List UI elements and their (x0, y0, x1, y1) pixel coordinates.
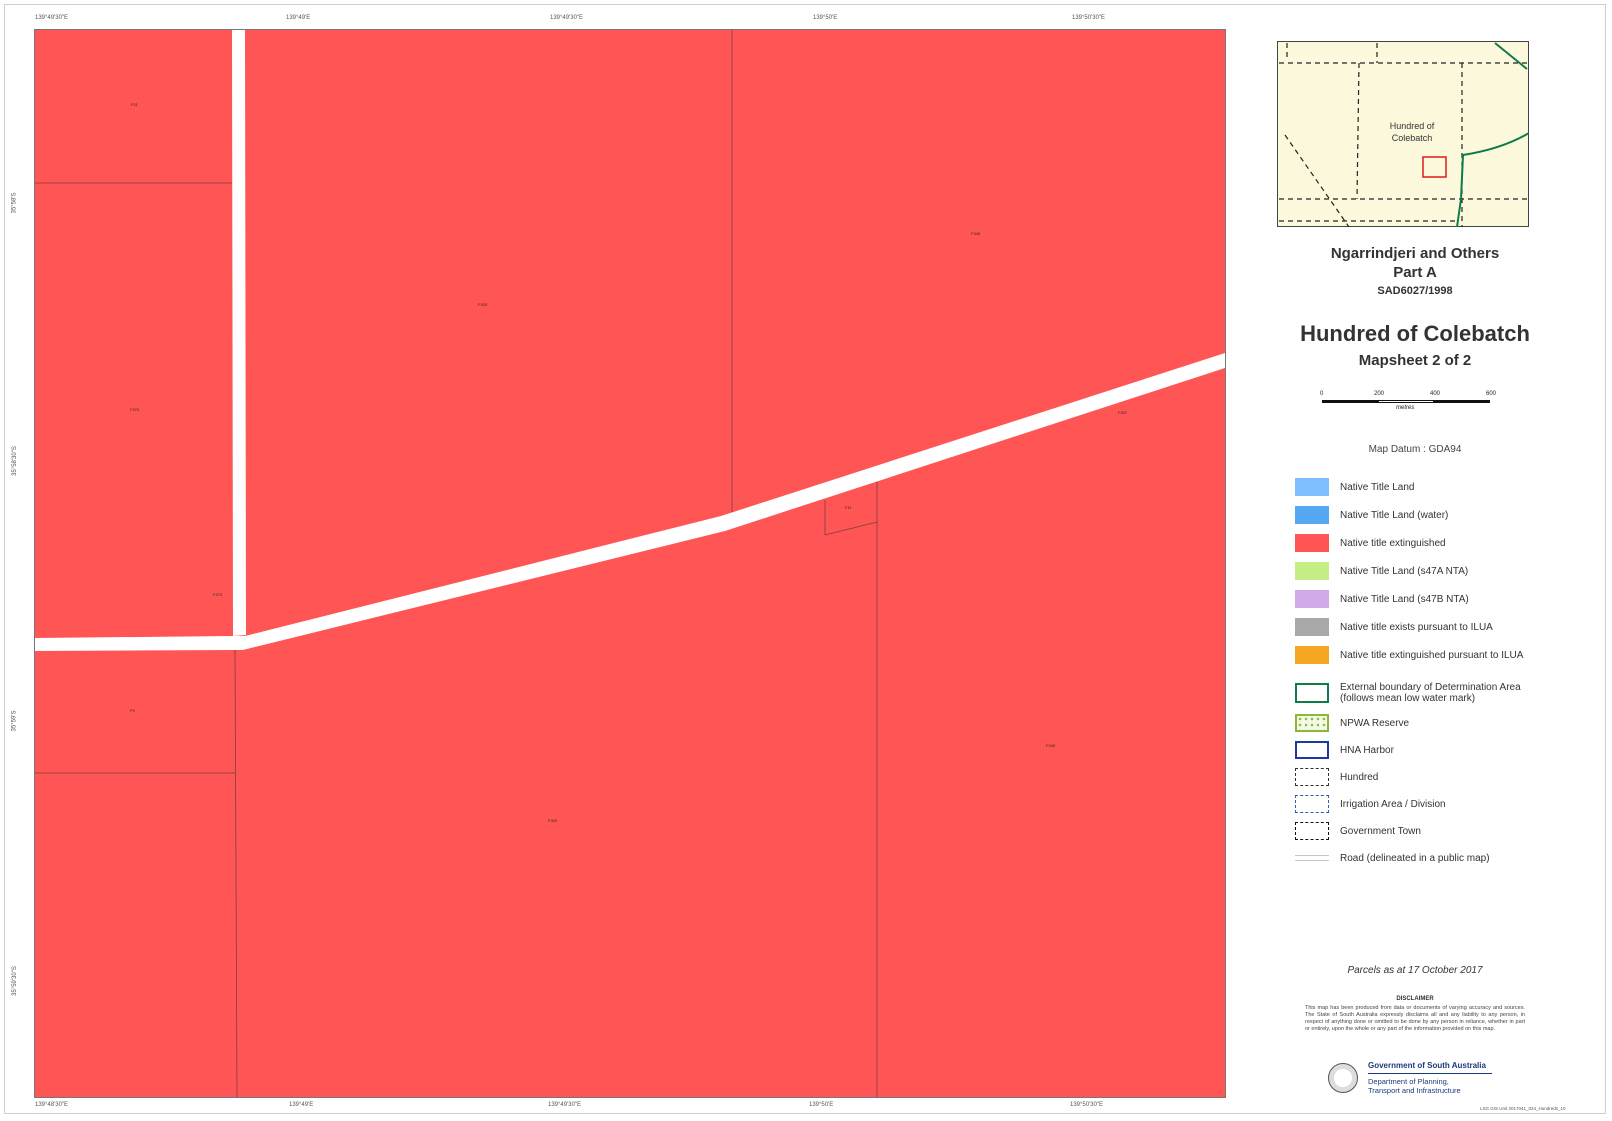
swatch-road (1295, 855, 1329, 861)
map-datum: Map Datum : GDA94 (1368, 444, 1462, 455)
legend-s47a: Native Title Land (s47A NTA) (1295, 561, 1468, 581)
parcels-date: Parcels as at 17 October 2017 (1347, 965, 1483, 976)
parcel-label: F21 (131, 102, 138, 107)
parcel-label: F373 (213, 592, 223, 597)
coat-of-arms-icon (1328, 1063, 1358, 1093)
swatch-npwa-reserve (1295, 714, 1329, 732)
swatch-native-title-water (1295, 506, 1329, 524)
map-frame (4, 4, 1606, 1114)
coord-top-3: 139°49'30"E (550, 15, 584, 21)
main-map[interactable]: F21 F303 F345 F373 F347 F373 F11 F9 F346… (34, 29, 1226, 1098)
inset-label-line2: Colebatch (1391, 133, 1433, 143)
mapsheet-title: Mapsheet 2 of 2 (1358, 352, 1472, 369)
swatch-extinguished-ilua (1295, 646, 1329, 664)
scale-tick: 600 (1486, 391, 1497, 397)
swatch-external-boundary (1295, 683, 1329, 703)
parcel-boundary (824, 521, 878, 536)
swatch-hundred (1295, 768, 1329, 786)
legend-extinguished-ilua: Native title extinguished pursuant to IL… (1295, 645, 1523, 665)
legend-panel: Hundred of Colebatch Ngarrindjeri and Ot… (1250, 29, 1580, 1109)
road-north-south (232, 30, 246, 636)
coord-top-1: 139°49'30"E (35, 15, 69, 21)
government-logo: Government of South Australia Department… (1328, 1059, 1528, 1101)
gov-name: Government of South Australia (1368, 1061, 1486, 1070)
legend-hna-harbor: HNA Harbor (1295, 740, 1394, 760)
legend-npwa-reserve: NPWA Reserve (1295, 713, 1409, 733)
coord-left-2: 35°58'30"S (11, 446, 18, 476)
disclaimer-heading: DISCLAIMER (1396, 996, 1434, 1002)
swatch-native-title-land (1295, 478, 1329, 496)
parcel-label: F11 (845, 505, 852, 510)
legend-external-boundary: External boundary of Determination Area … (1295, 681, 1521, 705)
scale-tick: 0 (1320, 391, 1324, 397)
swatch-exists-ilua (1295, 618, 1329, 636)
scale-tick: 400 (1430, 391, 1441, 397)
legend-road: Road (delineated in a public map) (1295, 848, 1490, 868)
swatch-hna-harbor (1295, 741, 1329, 759)
coord-bottom-3: 139°49'30"E (548, 1102, 582, 1108)
coord-left-3: 35°59'S (11, 710, 18, 732)
coord-bottom-2: 139°49'E (289, 1102, 314, 1108)
inset-label: Hundred of Colebatch (1372, 120, 1452, 144)
legend-irrigation-area: Irrigation Area / Division (1295, 794, 1446, 814)
hundred-title: Hundred of Colebatch (1300, 321, 1530, 346)
swatch-s47b (1295, 590, 1329, 608)
coord-left-4: 35°59'30"S (11, 966, 18, 996)
legend-hundred: Hundred (1295, 767, 1378, 787)
coord-bottom-1: 139°48'30"E (35, 1102, 69, 1108)
footer-id: LSG GIS Unit 2017041_024_Hundreds_10 (1480, 1106, 1566, 1111)
legend-native-title-land: Native Title Land (1295, 477, 1415, 497)
road-diagonal (35, 353, 1225, 651)
parcel-label: F347 (1118, 410, 1128, 415)
part-title: Part A (1393, 264, 1437, 281)
disclaimer-body: This map has been produced from data or … (1305, 1005, 1525, 1032)
parcel-boundary (234, 649, 238, 1097)
claimant-title: Ngarrindjeri and Others (1330, 245, 1500, 262)
swatch-government-town (1295, 822, 1329, 840)
coord-top-2: 139°49'E (286, 15, 311, 21)
legend-s47b: Native Title Land (s47B NTA) (1295, 589, 1469, 609)
coord-bottom-4: 139°50'E (809, 1102, 834, 1108)
legend-exists-ilua: Native title exists pursuant to ILUA (1295, 617, 1493, 637)
gov-dept-line2: Transport and Infrastructure (1368, 1086, 1461, 1095)
scale-unit: metres (1396, 405, 1415, 411)
parcel-label: F303 (478, 302, 488, 307)
coord-top-5: 139°50'30"E (1072, 15, 1106, 21)
roads (35, 30, 1225, 651)
legend-native-title-extinguished: Native title extinguished (1295, 533, 1446, 553)
parcel-label: F373 (130, 407, 140, 412)
parcel-label: F345 (971, 231, 981, 236)
legend-government-town: Government Town (1295, 821, 1421, 841)
case-number: SAD6027/1998 (1377, 285, 1453, 297)
swatch-s47a (1295, 562, 1329, 580)
legend-native-title-water: Native Title Land (water) (1295, 505, 1448, 525)
parcel-label: F9 (130, 708, 135, 713)
inset-label-line1: Hundred of (1389, 121, 1435, 131)
parcel-label: F346 (1046, 743, 1056, 748)
gov-dept-line1: Department of Planning, (1368, 1077, 1449, 1086)
inset-map-svg (1277, 41, 1529, 227)
inset-map[interactable]: Hundred of Colebatch (1277, 41, 1529, 227)
scale-tick: 200 (1374, 391, 1385, 397)
scale-bar: 0 200 400 600 metres (1316, 391, 1502, 415)
coord-top-4: 139°50'E (813, 15, 838, 21)
swatch-native-title-extinguished (1295, 534, 1329, 552)
coord-left-1: 35°58'S (11, 192, 18, 214)
coord-bottom-5: 139°50'30"E (1070, 1102, 1104, 1108)
parcel-label: F303 (548, 818, 558, 823)
parcel-map-svg (35, 30, 1225, 1097)
swatch-irrigation-area (1295, 795, 1329, 813)
